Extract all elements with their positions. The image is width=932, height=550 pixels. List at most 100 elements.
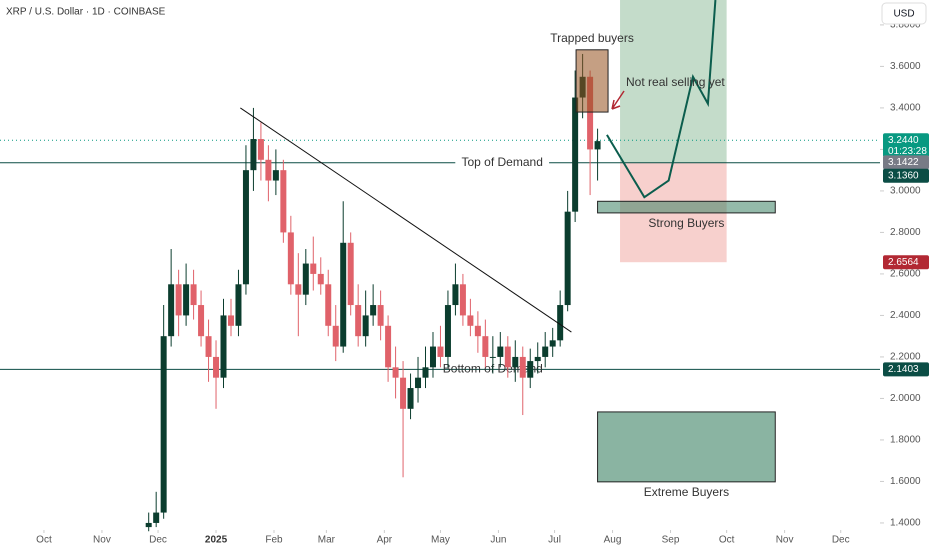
x-tick-label: Jul <box>548 535 561 546</box>
level-label: Top of Demand <box>461 155 542 169</box>
y-tick-label: 1.6000 <box>890 476 921 487</box>
currency-button[interactable] <box>881 2 927 25</box>
candle-body <box>257 139 264 160</box>
candle-body <box>459 284 466 316</box>
zone-label: Strong Buyers <box>648 216 724 230</box>
y-tick-label: 2.8000 <box>890 227 921 238</box>
candle-body <box>429 346 436 368</box>
candle-body <box>272 170 279 181</box>
candle-body <box>332 325 339 347</box>
currency[interactable]: USD <box>893 9 914 20</box>
trendline <box>240 107 572 333</box>
candle-body <box>280 170 287 233</box>
zone-label: Extreme Buyers <box>644 485 729 499</box>
candle-body <box>198 305 205 337</box>
candle-body <box>310 263 317 274</box>
candle-body <box>145 522 152 528</box>
candle-body <box>317 273 324 285</box>
candle-body <box>385 325 392 368</box>
x-tick-label: Jun <box>490 535 506 546</box>
price-tag-label: 2.1403 <box>888 364 919 375</box>
chart-title: XRP / U.S. Dollar · 1D · COINBASE <box>6 7 166 18</box>
zone <box>597 200 776 214</box>
x-tick-label: Apr <box>377 535 393 546</box>
candle-body <box>452 284 459 306</box>
candle-body <box>153 512 160 523</box>
x-tick-label: 2025 <box>205 535 228 546</box>
price-tag <box>883 362 929 377</box>
candle-body <box>183 284 190 316</box>
candle-body <box>325 284 332 326</box>
y-tick-label: 3.6000 <box>890 61 921 72</box>
candle-body <box>295 284 302 295</box>
candle-body <box>190 284 197 306</box>
y-tick-label: 3.4000 <box>890 103 921 114</box>
candle-body <box>422 367 429 378</box>
candle-body <box>175 284 182 316</box>
candle-body <box>347 242 354 306</box>
candle-body <box>235 284 242 326</box>
x-tick-label: Nov <box>93 535 111 546</box>
y-tick-label: 3.8000 <box>890 20 921 31</box>
candle-body <box>168 284 175 337</box>
candle-body <box>437 346 444 357</box>
x-tick-label: Mar <box>318 535 336 546</box>
candle-body <box>205 336 212 357</box>
y-tick-label: 1.8000 <box>890 435 921 446</box>
level-label-bg <box>455 154 550 171</box>
candle-body <box>542 346 549 357</box>
candle-body <box>594 141 601 150</box>
candle-body <box>242 170 249 285</box>
y-tick-label: 2.6000 <box>890 269 921 280</box>
candle-body <box>362 315 369 337</box>
price-tag-label: 2.6564 <box>888 257 919 268</box>
x-tick-label: Oct <box>719 535 735 546</box>
candle-body <box>265 159 272 181</box>
candle-body <box>564 211 571 306</box>
x-tick-label: Dec <box>832 535 850 546</box>
x-tick-label: Oct <box>36 535 52 546</box>
candle-body <box>572 97 579 212</box>
candle-body <box>504 346 511 368</box>
candle-body <box>250 139 257 171</box>
candle-body <box>497 346 504 357</box>
candle-body <box>160 336 167 513</box>
candle-body <box>527 361 534 378</box>
candle-body <box>407 388 414 409</box>
zone <box>597 411 776 483</box>
x-tick-label: Dec <box>149 535 167 546</box>
price-tag <box>883 255 929 270</box>
y-tick-label: 1.4000 <box>890 518 921 529</box>
candle-body <box>444 305 451 357</box>
price-tag-label: 3.1422 <box>888 157 919 168</box>
zone <box>575 49 609 113</box>
candle-body <box>474 325 481 337</box>
price-tag <box>883 133 929 158</box>
price-tag <box>883 168 929 183</box>
projection <box>606 0 717 199</box>
price-tag-label: 3.1360 <box>888 170 919 181</box>
candle-body <box>467 315 474 326</box>
x-tick-label: May <box>431 535 450 546</box>
candle-body <box>400 377 407 409</box>
candle-body <box>587 76 594 150</box>
y-tick-label: 2.2000 <box>890 352 921 363</box>
candle-body <box>519 356 526 378</box>
x-tick-label: Sep <box>662 535 680 546</box>
candle-body <box>340 242 347 347</box>
candle-body <box>512 356 519 368</box>
y-tick-label: 2.4000 <box>890 310 921 321</box>
candle-body <box>355 305 362 337</box>
y-tick-label: 2.0000 <box>890 393 921 404</box>
note: Not real selling yet <box>626 75 725 89</box>
price-tag-timer: 01:23:28 <box>888 146 927 157</box>
candle-body <box>549 340 556 347</box>
candle-body <box>392 367 399 378</box>
zone-label: Trapped buyers <box>550 31 634 45</box>
candle-body <box>302 263 309 295</box>
x-tick-label: Nov <box>776 535 794 546</box>
candle-body <box>377 305 384 326</box>
